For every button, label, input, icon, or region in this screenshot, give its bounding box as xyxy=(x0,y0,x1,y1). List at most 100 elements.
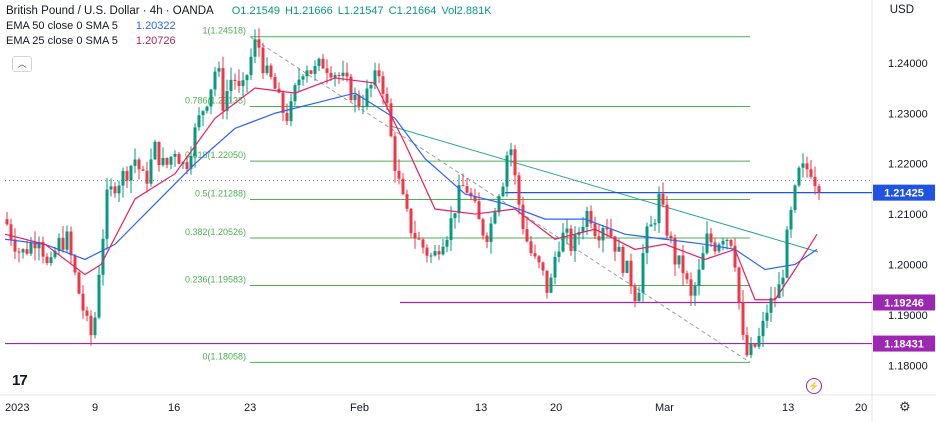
candle-body xyxy=(709,233,713,243)
candle-body xyxy=(589,210,593,224)
fib-level-label: 0.5(1.21288) xyxy=(195,189,246,199)
settings-gear-icon[interactable]: ⚙ xyxy=(899,399,911,414)
candle-body xyxy=(281,92,285,113)
trend-line xyxy=(389,125,819,253)
candle-body xyxy=(165,157,169,165)
candle-body xyxy=(761,320,765,337)
candle-body xyxy=(393,136,397,171)
ema25-value: 1.20726 xyxy=(135,35,176,47)
candle-body xyxy=(289,101,293,122)
y-tick-label: 1.21000 xyxy=(888,209,928,221)
currency-selector[interactable]: USD xyxy=(889,4,914,16)
candle-body xyxy=(533,253,537,257)
y-tick-label: 1.19000 xyxy=(888,310,928,322)
candle-body xyxy=(17,251,21,253)
candle-body xyxy=(73,255,77,273)
candle-body xyxy=(297,79,301,86)
candle-body xyxy=(29,243,33,254)
candle-body xyxy=(625,260,629,273)
candle-body xyxy=(793,185,797,210)
candle-body xyxy=(657,193,661,224)
candle-body xyxy=(693,285,697,296)
y-tick-label: 1.24000 xyxy=(888,58,928,70)
candle-body xyxy=(497,196,501,213)
candle-body xyxy=(809,169,813,177)
tradingview-logo-icon[interactable]: 17 xyxy=(12,372,28,389)
candle-body xyxy=(237,80,241,87)
y-tick-label: 1.18000 xyxy=(888,360,928,372)
candle-body xyxy=(557,251,561,257)
candle-body xyxy=(153,141,157,160)
candle-body xyxy=(617,246,621,252)
candle-body xyxy=(781,277,785,285)
candle-body xyxy=(69,231,73,256)
candle-body xyxy=(13,239,17,252)
candle-body xyxy=(629,260,633,287)
candle-body xyxy=(485,235,489,242)
candle-body xyxy=(409,208,413,234)
candle-body xyxy=(637,292,641,302)
ohlc-close: C1.21664 xyxy=(388,5,437,17)
candle-body xyxy=(685,273,689,280)
candle-body xyxy=(33,243,37,249)
candle-body xyxy=(445,240,449,247)
candle-body xyxy=(353,94,357,101)
candle-body xyxy=(421,239,425,248)
candle-body xyxy=(441,246,445,255)
candle-body xyxy=(477,201,481,220)
candle-body xyxy=(137,159,141,170)
candle-body xyxy=(713,242,717,252)
candle-body xyxy=(193,127,197,156)
candle-body xyxy=(173,153,177,157)
y-tick-label: 1.23000 xyxy=(888,108,928,120)
x-tick-label: 20 xyxy=(550,402,562,414)
candle-body xyxy=(37,241,41,249)
candle-body xyxy=(805,163,809,170)
candle-body xyxy=(425,247,429,256)
lightning-icon[interactable]: ⚡ xyxy=(806,378,822,394)
candle-body xyxy=(749,343,753,356)
candle-body xyxy=(345,72,349,77)
candle-body xyxy=(333,75,337,78)
candle-body xyxy=(129,165,133,181)
candle-body xyxy=(517,175,521,205)
candle-body xyxy=(501,186,505,197)
candle-body xyxy=(789,209,793,230)
candle-body xyxy=(9,224,13,240)
candle-body xyxy=(233,79,237,81)
candle-body xyxy=(157,141,161,166)
candle-body xyxy=(21,249,25,253)
symbol-title[interactable]: British Pound / U.S. Dollar · 4h · OANDA xyxy=(6,5,214,17)
price-badge-label: 1.21425 xyxy=(884,188,924,200)
y-tick-label: 1.22000 xyxy=(888,159,928,171)
candle-body xyxy=(665,204,669,236)
candle-body xyxy=(385,93,389,104)
candle-body xyxy=(449,218,453,241)
candle-body xyxy=(569,228,573,252)
candle-body xyxy=(381,76,385,94)
ema50-label[interactable]: EMA 50 close 0 SMA 5 xyxy=(6,20,118,32)
candle-body xyxy=(613,236,617,252)
candle-body xyxy=(337,75,341,77)
x-tick-label: Mar xyxy=(655,402,674,414)
candle-body xyxy=(581,227,585,233)
ema25-label[interactable]: EMA 25 close 0 SMA 5 xyxy=(6,35,118,47)
candle-body xyxy=(201,111,205,116)
legend-collapse-icon[interactable]: ︿ xyxy=(12,56,32,72)
candle-body xyxy=(65,231,69,250)
candle-body xyxy=(329,72,333,78)
candle-body xyxy=(489,223,493,242)
candle-body xyxy=(457,185,461,214)
candle-body xyxy=(169,156,173,165)
candle-body xyxy=(253,39,257,57)
candle-body xyxy=(25,249,29,254)
candle-body xyxy=(45,256,49,264)
candle-body xyxy=(357,94,361,107)
candle-body xyxy=(585,210,589,228)
candle-body xyxy=(453,213,457,219)
ema50-value: 1.20322 xyxy=(135,20,176,32)
candle-body xyxy=(401,178,405,195)
candle-body xyxy=(513,149,517,176)
candle-body xyxy=(677,255,681,265)
